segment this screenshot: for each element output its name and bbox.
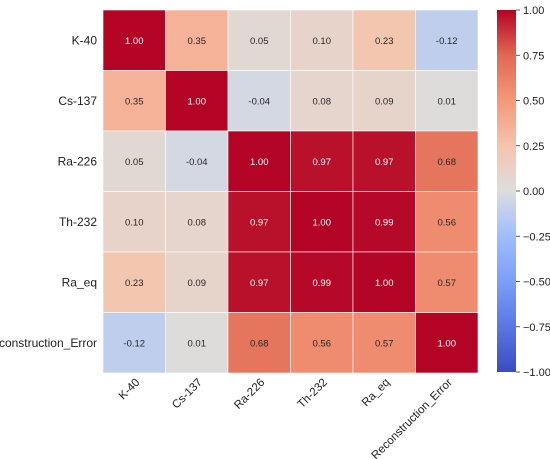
x-tick-label-0: K-40 (117, 377, 143, 403)
heatmap-cell-label-2-4: 0.97 (375, 157, 394, 168)
colorbar-tick-label-7: −0.75 (523, 322, 550, 334)
heatmap-cell-label-3-1: 0.08 (188, 217, 207, 228)
colorbar-tick-label-6: −0.50 (523, 277, 550, 289)
heatmap-cell-label-5-1: 0.01 (188, 338, 207, 349)
heatmap-cell-label-3-5: 0.56 (438, 217, 457, 228)
y-tick-label-4: Ra_eq (62, 275, 97, 289)
heatmap-cell-label-4-5: 0.57 (438, 278, 457, 289)
heatmap-cell-0-4 (352, 9, 416, 71)
colorbar: 1.00 0.75 0.50 0.25 0.00 −0.25 −0.50 −0.75 −1.00 (497, 5, 550, 379)
heatmap-cell-label-0-5: -0.12 (436, 36, 458, 47)
x-axis-labels: K-40 Cs-137 Ra-226 Th-232 Ra_eqReconstructio… (117, 377, 455, 459)
heatmap-cell-5-0 (102, 312, 166, 374)
y-tick-label-2: Ra-226 (58, 154, 98, 168)
heatmap-cell-3-0 (102, 191, 166, 253)
heatmap-cell-label-4-3: 0.99 (313, 278, 332, 289)
heatmap-cell-0-2 (227, 9, 291, 71)
heatmap-cell-label-2-1: -0.04 (186, 157, 208, 168)
heatmap-cell-5-5 (415, 312, 479, 374)
heatmap-cell-2-1 (165, 130, 229, 192)
colorbar-tick-label-4: 0.00 (523, 186, 544, 198)
heatmap-cell-label-1-0: 0.35 (125, 96, 144, 107)
heatmap-cell-4-5 (415, 251, 479, 313)
colorbar-tick-label-8: −1.00 (523, 367, 550, 379)
colorbar-tick-label-0: 1.00 (523, 5, 544, 17)
heatmap-cell-label-2-0: 0.05 (125, 157, 144, 168)
heatmap-cell-label-1-3: 0.08 (313, 96, 332, 107)
heatmap-cell-label-4-4: 1.00 (375, 278, 394, 289)
heatmap-cell-label-5-2: 0.68 (250, 338, 269, 349)
heatmap-cell-1-1 (165, 70, 229, 132)
heatmap-cell-2-0 (102, 130, 166, 192)
heatmap-cell-label-1-1: 1.00 (188, 96, 207, 107)
x-tick-label-1: Cs-137 (170, 377, 205, 412)
heatmap-cell-0-3 (290, 9, 354, 71)
colorbar-tick-label-3: 0.25 (523, 141, 544, 153)
heatmap-cell-2-4 (352, 130, 416, 192)
heatmap-cell-label-5-5: 1.00 (438, 338, 457, 349)
x-tick-label-3: Th-232 (296, 377, 330, 411)
y-tick-label-5: Reconstruction_Error (0, 336, 97, 350)
heatmap-cell-4-4 (352, 251, 416, 313)
heatmap-cell-label-3-3: 1.00 (313, 217, 332, 228)
y-tick-label-0: K-40 (72, 33, 98, 47)
heatmap-cell-label-2-2: 1.00 (250, 157, 269, 168)
heatmap-cell-label-5-0: -0.12 (123, 338, 145, 349)
heatmap-cell-5-3 (290, 312, 354, 374)
heatmap-cell-label-2-5: 0.68 (438, 157, 457, 168)
heatmap-cell-label-5-3: 0.56 (313, 338, 332, 349)
y-axis-labels: K-40 Cs-137 Ra-226 Th-232 Ra_eq Reconstructio… (0, 33, 97, 350)
colorbar-tick-label-5: −0.25 (523, 231, 550, 243)
heatmap-cell-label-2-3: 0.97 (313, 157, 332, 168)
heatmap-cell-4-2 (227, 251, 291, 313)
heatmap-cell-0-1 (165, 9, 229, 71)
heatmap-cell-label-4-1: 0.09 (188, 278, 207, 289)
heatmap-cell-1-3 (290, 70, 354, 132)
heatmap-cell-label-3-0: 0.10 (125, 217, 144, 228)
heatmap-cell-label-4-2: 0.97 (250, 278, 269, 289)
heatmap-cell-4-0 (102, 251, 166, 313)
heatmap-cell-label-3-2: 0.97 (250, 217, 269, 228)
heatmap-cell-label-0-2: 0.05 (250, 36, 269, 47)
heatmap-cell-1-5 (415, 70, 479, 132)
heatmap-cell-3-4 (352, 191, 416, 253)
heatmap-cell-label-5-4: 0.57 (375, 338, 394, 349)
heatmap-cell-label-0-0: 1.00 (125, 36, 144, 47)
heatmap-cell-5-4 (352, 312, 416, 374)
heatmap-cells: 1.00 0.35 0.05 0.10 0.23 -0.12 0.35 1.00 -0.04 0.… (102, 9, 479, 374)
heatmap-cell-0-0 (102, 9, 166, 71)
heatmap-cell-3-3 (290, 191, 354, 253)
y-tick-label-1: Cs-137 (58, 94, 97, 108)
x-tick-label-2: Ra-226 (232, 377, 267, 412)
heatmap-cell-2-3 (290, 130, 354, 192)
heatmap-cell-2-5 (415, 130, 479, 192)
heatmap-cell-label-0-3: 0.10 (313, 36, 332, 47)
heatmap-cell-label-1-5: 0.01 (438, 96, 457, 107)
heatmap-cell-0-5 (415, 9, 479, 71)
colorbar-ticks: 1.00 0.75 0.50 0.25 0.00 −0.25 −0.50 −0.75 −1.00 (516, 5, 550, 379)
heatmap-cell-3-1 (165, 191, 229, 253)
heatmap-cell-label-0-1: 0.35 (188, 36, 207, 47)
heatmap-cell-label-1-2: -0.04 (248, 96, 270, 107)
heatmap-cell-3-2 (227, 191, 291, 253)
heatmap-cell-4-3 (290, 251, 354, 313)
heatmap-cell-2-2 (227, 130, 291, 192)
heatmap-cell-3-5 (415, 191, 479, 253)
x-tick-label-4: Ra_eq (360, 377, 392, 409)
colorbar-tick-label-2: 0.50 (523, 96, 544, 108)
heatmap-cell-label-3-4: 0.99 (375, 217, 394, 228)
colorbar-gradient (497, 10, 516, 372)
heatmap-cell-label-0-4: 0.23 (375, 36, 394, 47)
colorbar-tick-label-1: 0.75 (523, 50, 544, 62)
heatmap-cell-label-1-4: 0.09 (375, 96, 394, 107)
y-tick-label-3: Th-232 (59, 215, 97, 229)
heatmap-cell-label-4-0: 0.23 (125, 278, 144, 289)
